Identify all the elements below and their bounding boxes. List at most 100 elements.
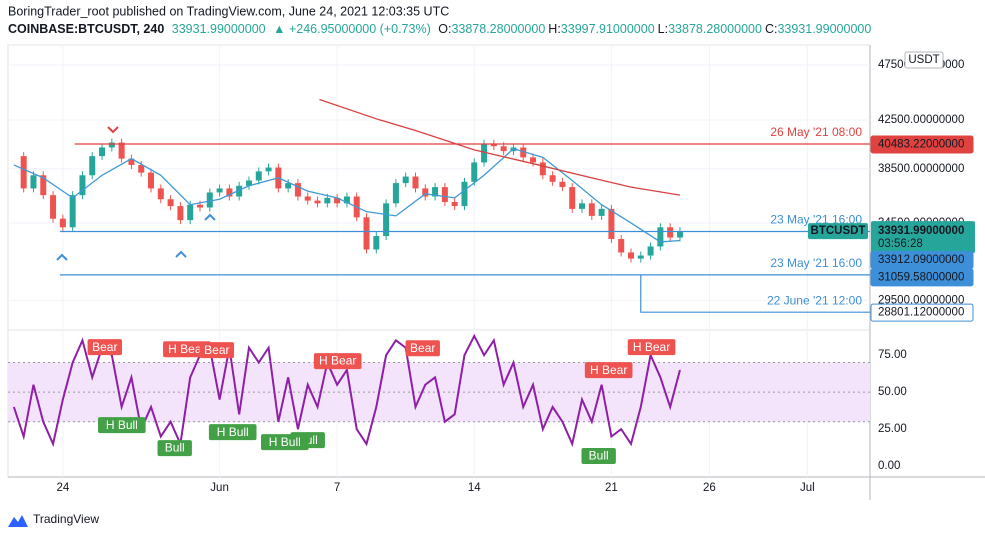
candle <box>402 176 409 184</box>
divergence-label-box <box>261 434 309 451</box>
ohlc-label: C: <box>765 22 778 36</box>
candle <box>432 187 439 197</box>
ohlc-value: 33878.28000000 <box>668 22 762 36</box>
ohlc-label: O: <box>438 22 451 36</box>
candle <box>647 246 654 256</box>
y-tick-label: 38500.00000000 <box>878 163 964 175</box>
rsi-tick-label: 75.00 <box>878 349 907 361</box>
x-tick-label: Jun <box>210 482 229 494</box>
published-line: BoringTrader_root published on TradingVi… <box>8 4 449 18</box>
x-tick-label: 26 <box>703 482 716 494</box>
level-caption: 22 June '21 12:00 <box>767 293 862 307</box>
pivot-low-marker <box>204 213 216 221</box>
price-label-box <box>870 135 974 154</box>
price-label: 28801.12000000 <box>878 307 964 319</box>
divergence-label-box <box>157 440 192 457</box>
candle <box>69 195 76 228</box>
candle <box>79 175 86 196</box>
divergence-label-box <box>98 417 146 434</box>
candle <box>265 167 272 172</box>
divergence-label: Bull <box>165 441 185 455</box>
candle <box>490 143 497 147</box>
candle <box>314 200 321 204</box>
candle <box>343 196 350 204</box>
candle <box>206 192 213 208</box>
symbol-line: COINBASE:BTCUSDT, 240 33931.99000000 ▲ +… <box>8 22 871 36</box>
candle <box>608 208 615 239</box>
candle <box>255 171 262 181</box>
divergence-label-box <box>584 362 633 379</box>
candle <box>196 204 203 208</box>
candle <box>157 188 164 200</box>
rsi-tick-label: 25.00 <box>878 423 907 435</box>
price-label-box <box>870 268 974 287</box>
divergence-label: H Bear <box>633 340 670 354</box>
candle <box>187 204 194 221</box>
candle <box>569 187 576 209</box>
candle <box>59 218 66 228</box>
candle <box>216 188 223 193</box>
price-label-box <box>871 221 975 254</box>
candle <box>245 180 252 186</box>
candle <box>118 142 125 159</box>
candle <box>441 187 448 202</box>
ohlc-label: H: <box>548 22 561 36</box>
candle <box>148 172 155 189</box>
candle <box>226 188 233 197</box>
currency-tag-box <box>904 51 944 69</box>
x-tick-label: 24 <box>56 482 69 494</box>
candle <box>530 157 537 163</box>
candle <box>412 176 419 189</box>
candle <box>549 175 556 182</box>
x-tick-label: 7 <box>334 482 340 494</box>
candle <box>676 231 683 238</box>
brand-name: TradingView <box>33 512 99 526</box>
candle <box>324 197 331 204</box>
level-caption: 23 May '21 16:00 <box>770 213 862 227</box>
candle <box>108 142 115 148</box>
price-label: 40483.22000000 <box>878 139 964 151</box>
candle <box>334 197 341 204</box>
countdown: 03:56:28 <box>878 238 923 250</box>
candle <box>285 183 292 189</box>
price-label: 33912.09000000 <box>878 254 964 266</box>
moving-average <box>13 147 681 243</box>
symbol-tag: BTCUSDT <box>811 225 866 237</box>
candle <box>99 147 106 157</box>
candle <box>598 208 605 216</box>
ohlc-value: 33878.28000000 <box>451 22 545 36</box>
candle <box>451 201 458 207</box>
last-price: 33931.99000000 <box>172 22 266 36</box>
pivot-low-marker <box>175 250 187 258</box>
divergence-label: Bull <box>589 449 609 463</box>
candle <box>294 183 301 197</box>
candle <box>618 238 625 253</box>
price: 26 May '21 08:00 23 May '21 16:00 23 May '… <box>13 98 870 313</box>
divergence-label: Bear <box>204 343 229 357</box>
divergence-label-box <box>87 339 122 356</box>
divergence-label-box <box>163 341 211 358</box>
rsi-tick-label: 0.00 <box>878 460 900 472</box>
price-label: 33931.99000000 <box>878 225 964 237</box>
candle <box>177 206 184 221</box>
candle <box>138 164 145 173</box>
y-tick-label: 42500.00000000 <box>878 114 964 126</box>
price-label: 31059.58000000 <box>878 271 964 283</box>
candle <box>304 196 311 201</box>
candle <box>559 181 566 188</box>
divergence-label: H Bull <box>217 425 249 439</box>
level-caption: 23 May '21 16:00 <box>770 256 862 270</box>
ohlc-label: L: <box>658 22 668 36</box>
candle <box>627 252 634 259</box>
pivot-low-marker <box>56 253 68 261</box>
divergence-label: H Bear <box>168 342 205 356</box>
symbol: COINBASE:BTCUSDT, 240 <box>8 22 164 36</box>
rsi-line <box>12 333 681 448</box>
candle <box>422 188 429 197</box>
divergence-label: H Bear <box>319 354 356 368</box>
candle <box>373 236 380 250</box>
change: ▲ +246.95000000 (+0.73%) <box>273 22 431 36</box>
